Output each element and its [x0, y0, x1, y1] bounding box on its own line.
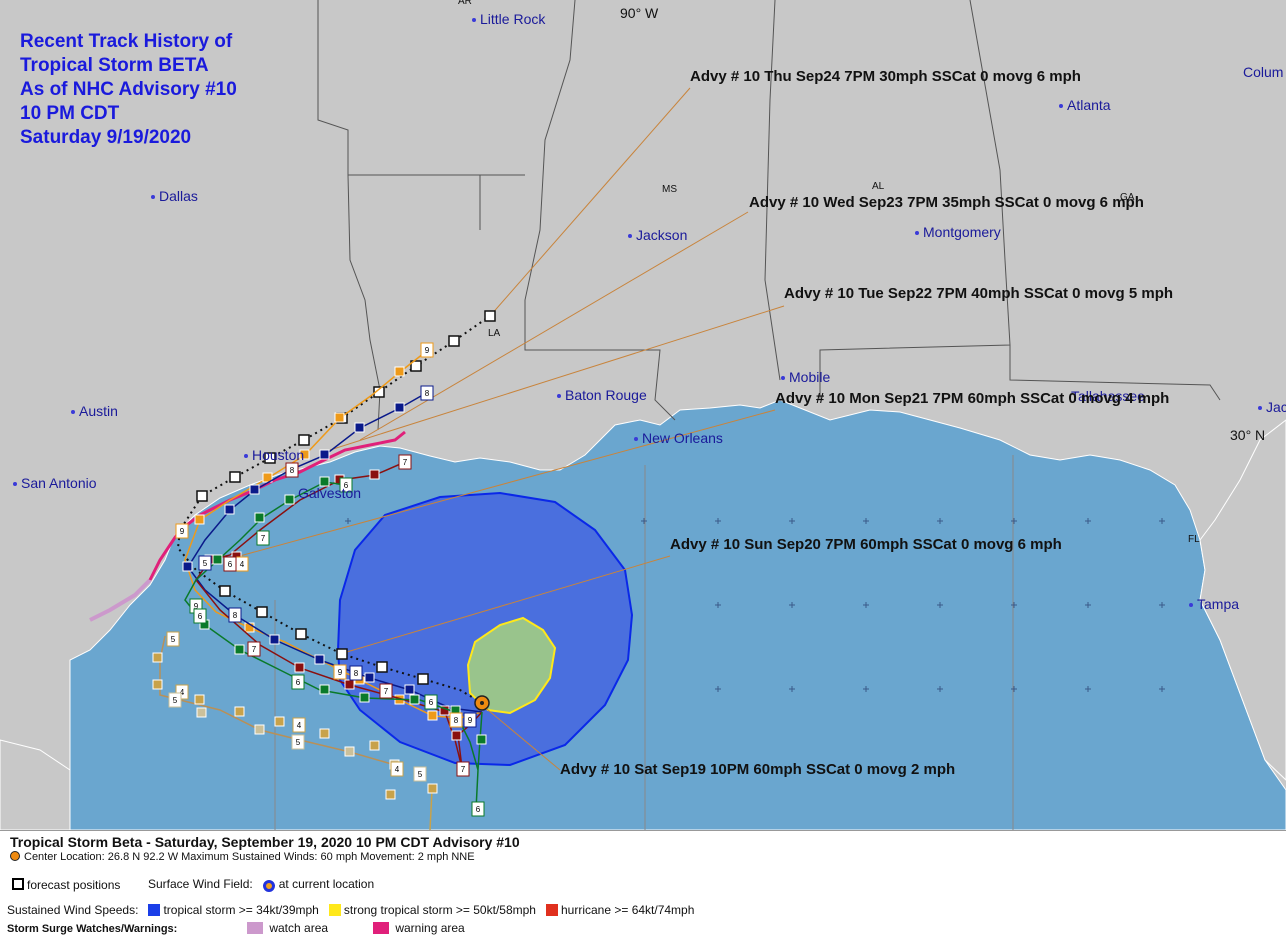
svg-text:5: 5	[418, 770, 423, 779]
svg-text:4: 4	[180, 688, 185, 697]
lon-label: 90° W	[620, 5, 659, 21]
svg-text:6: 6	[296, 678, 301, 687]
watch-swatch	[247, 922, 263, 934]
svg-text:5: 5	[173, 696, 178, 705]
state-label-fl: FL	[1188, 534, 1200, 545]
city-montgomery: Montgomery	[915, 224, 1001, 240]
city-galveston: Galveston	[298, 485, 362, 501]
svg-text:6: 6	[344, 481, 349, 490]
svg-text:6: 6	[228, 560, 233, 569]
forecast-position-icon	[12, 878, 24, 890]
city-tampa: Tampa	[1189, 596, 1239, 612]
title-line-4: 10 PM CDT	[20, 103, 120, 124]
center-location-icon	[10, 851, 20, 861]
legend-surface-wind-field: Surface Wind Field: at current location	[148, 877, 375, 892]
svg-text:6: 6	[476, 805, 481, 814]
florida-land	[1199, 419, 1286, 781]
city-little-rock: Little Rock	[472, 11, 545, 27]
svg-text:7: 7	[403, 458, 408, 467]
svg-text:5: 5	[296, 738, 301, 747]
svg-text:6: 6	[429, 698, 434, 707]
svg-text:9: 9	[468, 716, 473, 725]
state-label-ms: MS	[662, 184, 677, 195]
track-sep20	[184, 476, 487, 811]
city-san-antonio: San Antonio	[13, 475, 97, 491]
svg-text:8: 8	[354, 669, 359, 678]
svg-text:6: 6	[198, 612, 203, 621]
wind-field-icon	[262, 880, 275, 892]
forecast-day-labels: 9 8 7 6 7 4 6 5 9 9 6 8 7 6 9 8 7 6 8 9 …	[166, 342, 485, 817]
advisory-leader-lines	[224, 87, 785, 771]
map-canvas: 9 8 7 6 7 4 6 5 9 9 6 8 7 6 9 8 7 6 8 9 …	[0, 0, 1286, 830]
hurricane-swatch	[545, 904, 558, 916]
advisory-label-sep24: Advy # 10 Thu Sep24 7PM 30mph SSCat 0 mo…	[690, 68, 1081, 85]
title-line-5: Saturday 9/19/2020	[20, 127, 192, 148]
storm-center-icon	[474, 695, 490, 711]
svg-text:9: 9	[338, 668, 343, 677]
city-houston: Houston	[244, 447, 304, 463]
advisory-label-sep21: Advy # 10 Mon Sep21 7PM 60mph SSCat 0 mo…	[775, 390, 1170, 407]
city-jacksonville: Jac	[1258, 399, 1286, 415]
advisory-label-sep19: Advy # 10 Sat Sep19 10PM 60mph SSCat 0 m…	[560, 761, 956, 778]
sts-swatch	[328, 904, 341, 916]
svg-text:4: 4	[240, 560, 245, 569]
state-label-ar: AR	[458, 0, 472, 7]
legend-surge-label: Storm Surge Watches/Warnings:	[7, 923, 178, 935]
legend-panel: Tropical Storm Beta - Saturday, Septembe…	[0, 830, 1286, 941]
city-jackson: Jackson	[628, 227, 687, 243]
svg-text:9: 9	[194, 602, 199, 611]
lat-label: 30° N	[1230, 427, 1266, 443]
legend-sustained-wind-speeds: Sustained Wind Speeds: tropical storm >=…	[7, 903, 695, 917]
svg-text:8: 8	[290, 466, 295, 475]
svg-text:4: 4	[395, 765, 400, 774]
title-line-2: Tropical Storm BETA	[20, 55, 209, 76]
legend-watch-area: watch area	[247, 921, 328, 935]
state-label-al: AL	[872, 181, 885, 192]
city-baton-rouge: Baton Rouge	[557, 387, 647, 403]
map-area: 9 8 7 6 7 4 6 5 9 9 6 8 7 6 9 8 7 6 8 9 …	[0, 0, 1286, 830]
city-mobile: Mobile	[781, 369, 830, 385]
advisory-label-sep20: Advy # 10 Sun Sep20 7PM 60mph SSCat 0 mo…	[670, 536, 1062, 553]
gulf-water	[69, 399, 1286, 830]
svg-text:7: 7	[384, 687, 389, 696]
legend-forecast-positions: forecast positions	[12, 878, 120, 892]
svg-text:7: 7	[252, 645, 257, 654]
ts-swatch	[148, 904, 161, 916]
legend-title: Tropical Storm Beta - Saturday, Septembe…	[10, 834, 520, 850]
advisory-label-sep22: Advy # 10 Tue Sep22 7PM 40mph SSCat 0 mo…	[784, 285, 1174, 302]
city-tallahassee: Tallahassee	[1071, 388, 1145, 404]
svg-text:8: 8	[425, 389, 430, 398]
city-atlanta: Atlanta	[1059, 97, 1111, 113]
legend-center-info: Center Location: 26.8 N 92.2 W Maximum S…	[10, 851, 475, 863]
mexico-land	[0, 739, 71, 830]
city-columbia: Colum	[1243, 64, 1284, 80]
surge-watch-area	[89, 578, 152, 622]
state-label-ga: GA	[1120, 192, 1135, 203]
svg-text:9: 9	[425, 346, 430, 355]
svg-text:7: 7	[261, 534, 266, 543]
svg-text:9: 9	[180, 527, 185, 536]
title-line-3: As of NHC Advisory #10	[20, 79, 237, 100]
svg-text:8: 8	[454, 716, 459, 725]
svg-text:4: 4	[297, 721, 302, 730]
advisory-label-sep23: Advy # 10 Wed Sep23 7PM 35mph SSCat 0 mo…	[749, 194, 1144, 211]
state-label-la: LA	[488, 328, 501, 339]
svg-text:5: 5	[171, 635, 176, 644]
warning-swatch	[373, 922, 389, 934]
title-line-1: Recent Track History of	[20, 31, 233, 52]
city-austin: Austin	[71, 403, 118, 419]
legend-warning-area: warning area	[373, 921, 465, 935]
svg-text:8: 8	[233, 611, 238, 620]
city-new-orleans: New Orleans	[634, 430, 723, 446]
svg-text:5: 5	[203, 559, 208, 568]
svg-text:7: 7	[461, 765, 466, 774]
map-title: Recent Track History of Tropical Storm B…	[20, 30, 237, 150]
city-dallas: Dallas	[151, 188, 198, 204]
